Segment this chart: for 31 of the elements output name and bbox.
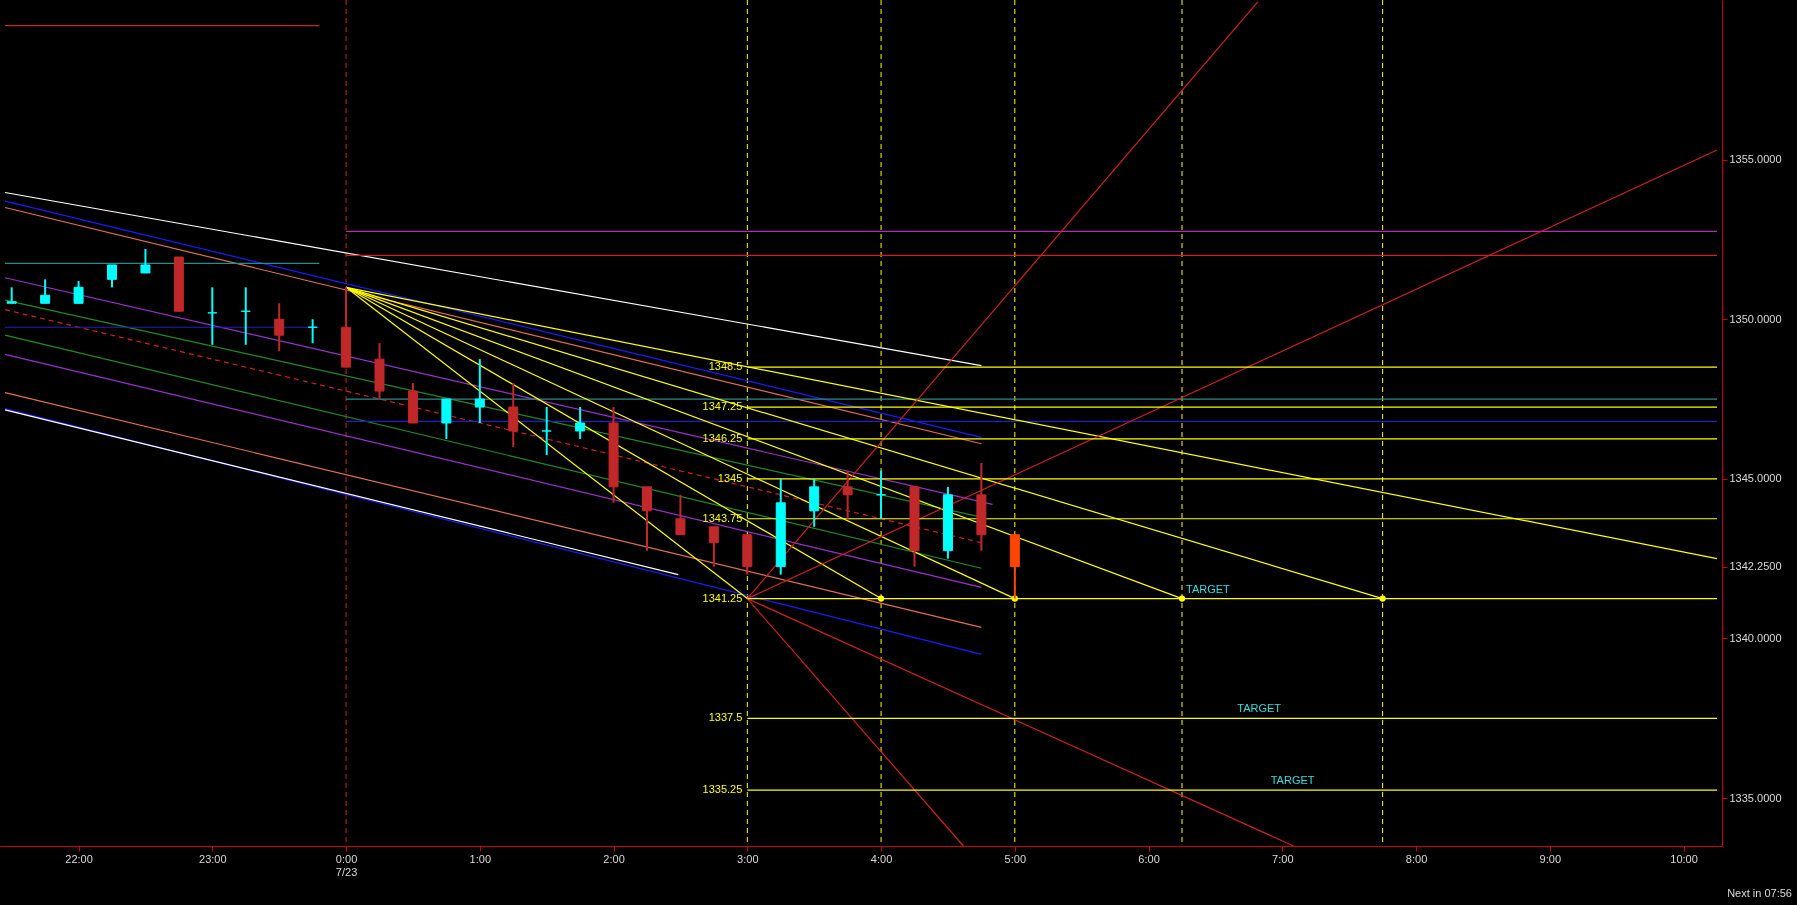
- annotation: TARGET: [1237, 702, 1282, 715]
- x-tick-label: 0:00 7/23: [335, 852, 358, 878]
- x-tick-label: 7:00: [1272, 852, 1294, 865]
- data-label: 1348.5: [708, 360, 743, 373]
- annotation: TARGET: [1270, 774, 1315, 787]
- y-tick-label: 1342.2500: [1729, 560, 1782, 573]
- x-tick-label: 10:00: [1670, 852, 1698, 865]
- x-tick-label: 8:00: [1405, 852, 1428, 865]
- x-tick-label: 2:00: [603, 852, 625, 865]
- x-tick-label: 4:00: [870, 852, 893, 865]
- annotation: TARGET: [1186, 582, 1231, 595]
- x-tick-label: 22:00: [65, 852, 93, 865]
- data-label: 1345: [717, 471, 743, 484]
- y-tick-label: 1350.0000: [1729, 312, 1782, 325]
- y-tick-label: 1335.0000: [1729, 791, 1782, 804]
- data-label: 1341.25: [702, 591, 743, 604]
- x-tick-label: 5:00: [1004, 852, 1027, 865]
- x-tick-label: 9:00: [1539, 852, 1562, 865]
- x-tick-label: 23:00: [199, 852, 227, 865]
- x-tick-label: 1:00: [469, 852, 492, 865]
- x-tick-label: 3:00: [737, 852, 759, 865]
- data-label: 1335.25: [702, 783, 743, 796]
- data-label: 1343.75: [702, 511, 743, 524]
- data-label: 1346.25: [702, 431, 743, 444]
- y-tick-label: 1340.0000: [1729, 631, 1782, 644]
- data-label: 1337.5: [708, 711, 743, 724]
- y-tick-label: 1355.0000: [1729, 153, 1782, 166]
- text: Next in 07:56: [1727, 887, 1792, 899]
- y-tick-label: 1345.0000: [1729, 472, 1782, 485]
- data-label: 1347.25: [702, 400, 743, 413]
- x-tick-label: 6:00: [1138, 852, 1160, 865]
